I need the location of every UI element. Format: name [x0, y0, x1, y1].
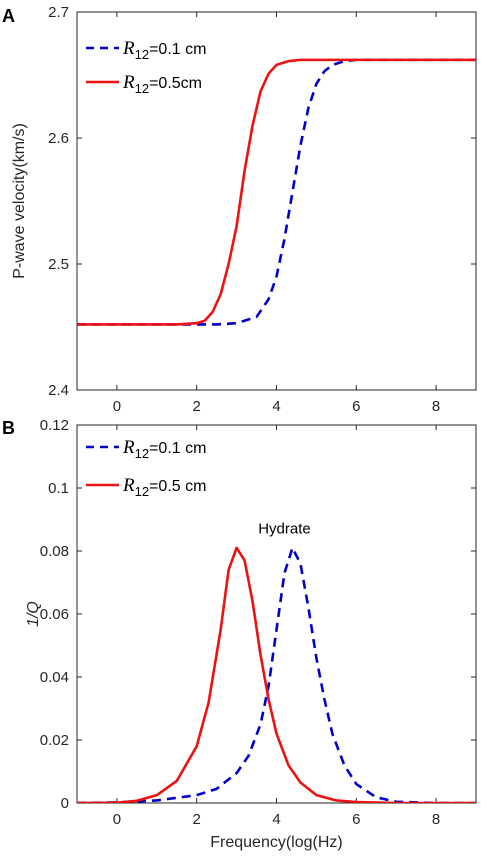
x-tick-label-8: 8: [432, 398, 440, 415]
y-axis-label: P-wave velocity(km/s): [11, 123, 28, 279]
x-tick-label-0: 0: [113, 398, 121, 415]
legend-suffix: =0.1 cm: [149, 41, 206, 58]
x-tick-label-4: 4: [272, 811, 280, 828]
y-tick-label-0-06: 0.06: [40, 606, 69, 623]
legend-subscript: 12: [135, 81, 149, 96]
y-tick-label-2-7: 2.7: [48, 4, 69, 21]
y-tick-label-0-04: 0.04: [40, 669, 69, 686]
panel-b: 0 2 4 6 8 0 0.02 0.04 0.06 0.08 0.1 0.12 B 1/Q Frequen…: [2, 417, 477, 851]
x-tick-label-2: 2: [193, 811, 201, 828]
legend-symbol: R: [122, 72, 135, 93]
x-tick-label-6: 6: [352, 811, 360, 828]
y-tick-label-0-08: 0.08: [40, 543, 69, 560]
series-line-0-5-cm: [77, 546, 476, 803]
series-group: [77, 58, 476, 326]
annotation-hydrate: Hydrate: [258, 521, 311, 538]
legend-symbol: R: [122, 475, 135, 496]
x-tick-label-8: 8: [432, 811, 440, 828]
legend-suffix: =0.5 cm: [149, 478, 206, 495]
legend-entry-0-1-cm: R12=0.1 cm: [122, 437, 206, 461]
legend-suffix: =0.5cm: [149, 75, 202, 92]
legend-subscript: 12: [135, 47, 149, 62]
y-tick-label-0: 0: [61, 795, 69, 812]
legend-subscript: 12: [135, 446, 149, 461]
y-tick-label-2-5: 2.5: [48, 256, 69, 273]
legend-entry-0-1-cm: R12=0.1 cm: [122, 38, 206, 62]
x-axis-label: Frequency(log(Hz): [210, 834, 342, 851]
legend-symbol: R: [122, 38, 135, 59]
legend-subscript: 12: [135, 484, 149, 499]
y-tick-label-0-1: 0.1: [48, 480, 69, 497]
y-tick-label-0-12: 0.12: [40, 417, 69, 434]
legend-entry-0-5cm: R12=0.5cm: [122, 72, 202, 96]
x-tick-label-0: 0: [113, 811, 121, 828]
panel-a: 0 2 4 6 8 2.4 2.5 2.6 2.7 A P-wave velocity(km/s) R…: [2, 4, 477, 415]
series-group: [77, 546, 476, 803]
x-tick-label-6: 6: [352, 398, 360, 415]
y-axis-label: 1/Q: [25, 601, 42, 627]
series-line-0-5cm: [77, 58, 476, 326]
legend-suffix: =0.1 cm: [149, 440, 206, 457]
panel-label: B: [2, 418, 15, 438]
legend-symbol: R: [122, 437, 135, 458]
panel-label: A: [2, 6, 15, 26]
x-tick-label-4: 4: [272, 398, 280, 415]
y-tick-label-2-6: 2.6: [48, 130, 69, 147]
y-tick-label-2-4: 2.4: [48, 382, 69, 399]
x-tick-label-2: 2: [193, 398, 201, 415]
y-tick-label-0-02: 0.02: [40, 732, 69, 749]
legend-entry-0-5-cm: R12=0.5 cm: [122, 475, 206, 499]
